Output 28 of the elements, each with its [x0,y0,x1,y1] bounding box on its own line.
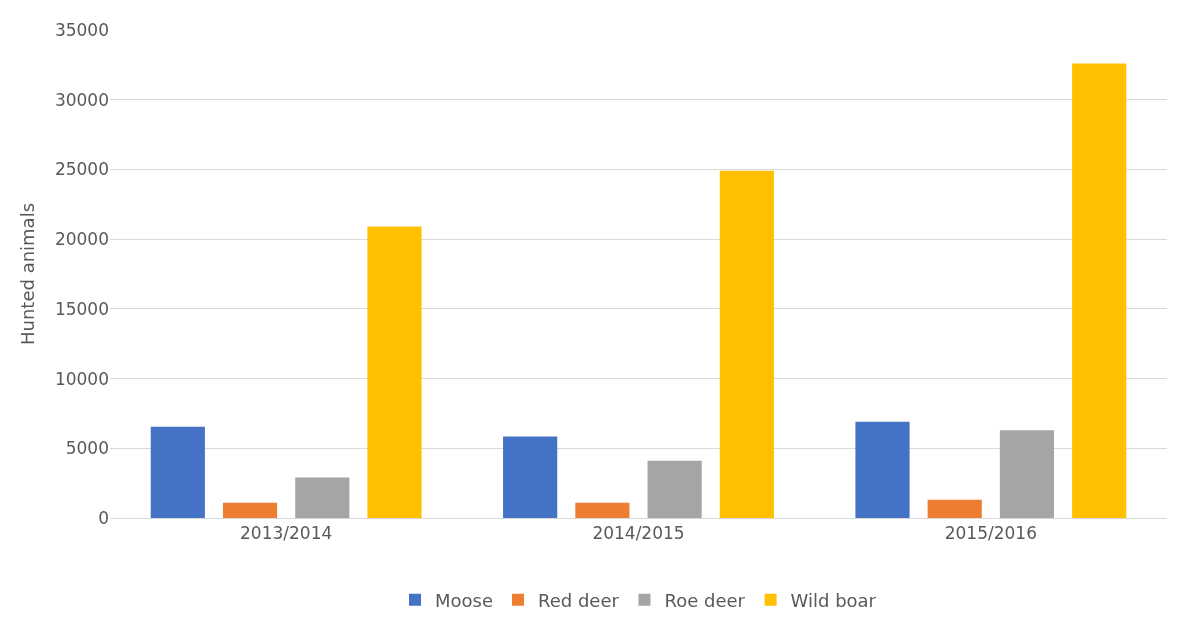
y-tick-label: 0 [98,507,109,528]
bar [647,460,702,518]
y-tick-label: 10000 [54,368,109,389]
x-tick-label: 2015/2016 [944,523,1037,544]
y-tick-label: 5000 [65,438,109,459]
bar [222,502,278,518]
y-axis-title: Hunted animals [17,202,39,346]
y-tick-label: 20000 [54,229,109,250]
y-tick-label: 25000 [54,159,109,180]
bar [503,436,558,518]
bar [1072,63,1127,518]
bar [295,477,350,518]
bar [855,421,910,518]
bar [575,502,630,518]
bar [719,170,774,518]
bar [367,226,422,518]
bar [150,426,205,518]
y-tick-label: 30000 [54,89,109,110]
legend-label: Roe deer [664,589,746,611]
bar [927,499,982,518]
legend-label: Red deer [538,589,620,611]
legend-label: Moose [435,589,494,611]
x-tick-label: 2014/2015 [592,523,685,544]
y-tick-label: 35000 [54,19,109,40]
legend-label: Wild boar [790,589,877,611]
y-tick-label: 15000 [54,298,109,319]
x-tick-label: 2013/2014 [240,523,333,544]
bar [999,430,1055,518]
